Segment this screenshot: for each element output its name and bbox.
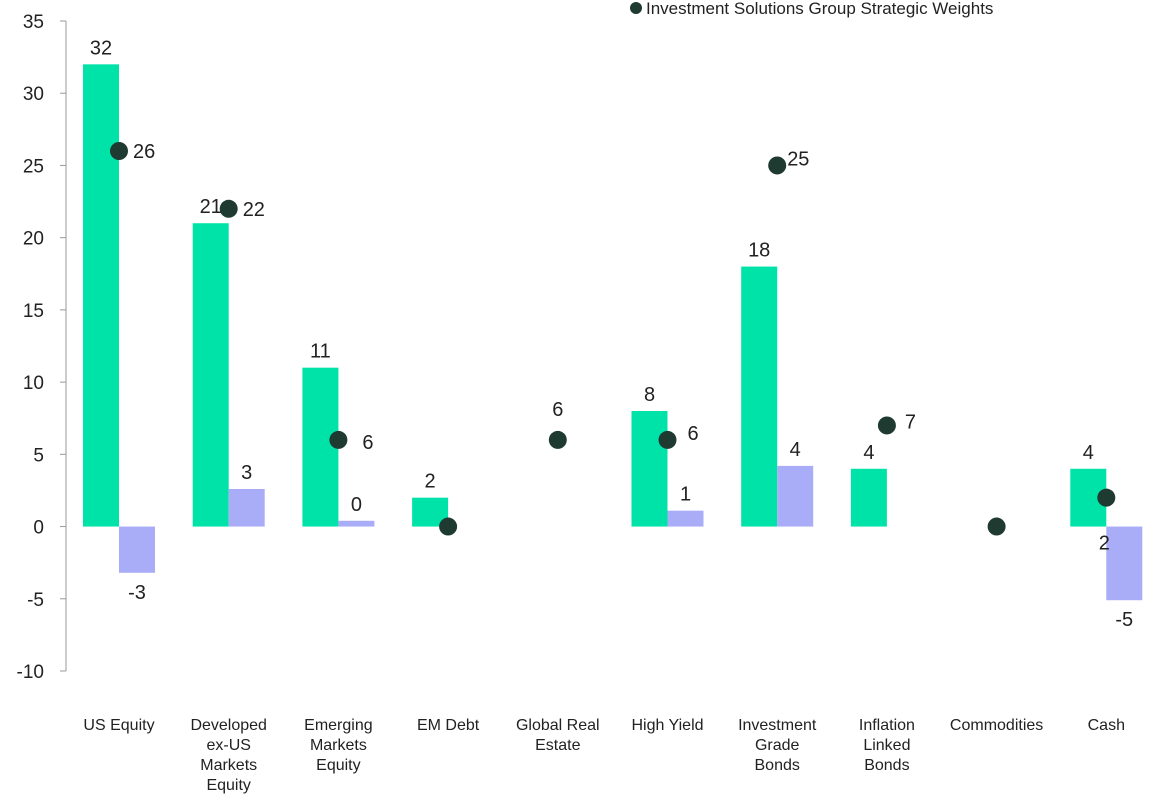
bar-a: [83, 64, 119, 527]
category-label: US Equity: [83, 717, 154, 734]
bar-b: [228, 489, 265, 527]
weight-dot: [1097, 488, 1116, 507]
bar-b: [119, 526, 155, 573]
bar-a-label: 18: [748, 240, 770, 262]
category-label: Commodities: [950, 717, 1043, 734]
legend-label: Investment Solutions Group Strategic Wei…: [646, 0, 993, 18]
weight-dot-label: 6: [688, 423, 699, 445]
bar-b-label: 0: [351, 494, 362, 516]
weight-dot-label: 6: [552, 399, 563, 421]
y-tick-label: -10: [17, 662, 44, 683]
bar-a-label: 11: [310, 341, 331, 363]
bar-a: [192, 223, 229, 527]
bar-a-label: 2: [425, 471, 436, 493]
bar-b-label: -5: [1115, 609, 1133, 631]
bar-a: [631, 411, 668, 527]
bar-a-label: 4: [863, 442, 874, 464]
y-tick-label: 20: [23, 229, 44, 250]
weight-dot: [219, 199, 238, 218]
bar-b: [1106, 526, 1143, 601]
category-labels: US Equity Developed ex-US Markets Equity Emer…: [83, 717, 1125, 794]
category-label: EM Debt: [417, 717, 480, 734]
bar-b: [777, 465, 814, 527]
y-tick-label: 35: [23, 12, 44, 33]
dot-series: [110, 142, 1116, 536]
y-tick-label: 30: [23, 84, 44, 105]
bar-a: [850, 468, 887, 527]
weight-dot-label: 22: [243, 199, 265, 221]
bar-a: [741, 266, 778, 527]
bar-b: [338, 520, 375, 527]
bar-a: [302, 367, 339, 527]
category-label: Cash: [1088, 717, 1125, 734]
weight-dot-label: 26: [133, 141, 155, 163]
weight-dot: [768, 156, 787, 175]
y-tick-label: 15: [23, 301, 44, 322]
category-label: Global Real Estate: [516, 717, 600, 754]
weight-dot: [110, 142, 128, 160]
legend-marker: [630, 2, 642, 14]
bar-b-label: 4: [790, 439, 801, 461]
legend: Investment Solutions Group Strategic Wei…: [630, 0, 993, 18]
weight-dot: [987, 517, 1006, 536]
bar-a-label: 32: [90, 37, 112, 59]
bar-a-label: 4: [1083, 442, 1094, 464]
category-label: Inflation Linked Bonds: [859, 717, 915, 774]
y-tick-label: 10: [23, 373, 44, 394]
weight-dot: [658, 430, 677, 449]
y-tick-label: 0: [33, 518, 44, 539]
weight-dot: [877, 416, 896, 435]
bar-b: [667, 510, 704, 527]
weight-dot: [548, 430, 567, 449]
bar-b-label: 3: [241, 462, 252, 484]
weight-dot: [329, 430, 348, 449]
weight-dot-label: 6: [362, 432, 373, 454]
bar-series: [83, 64, 1143, 601]
y-tick-label: 5: [33, 445, 44, 466]
category-label: Developed ex-US Markets Equity: [190, 717, 267, 794]
weight-dot: [439, 517, 458, 536]
category-label: High Yield: [631, 717, 703, 734]
weight-dot-label: 25: [787, 148, 809, 170]
weight-dot-label: 2: [1099, 533, 1110, 555]
bar-b-label: 1: [680, 484, 691, 506]
weight-dot-label: 7: [905, 411, 916, 433]
y-tick-label: -5: [27, 590, 44, 611]
bar-a-label: 21: [200, 196, 222, 218]
bar-a-label: 8: [644, 384, 655, 406]
category-label: Emerging Markets Equity: [304, 717, 372, 774]
category-label: Investment Grade Bonds: [738, 717, 817, 774]
y-tick-label: 25: [23, 156, 44, 177]
bar-b-label: -3: [128, 582, 146, 604]
y-axis: 35 30 25 20 15 10 5 0 -5 -10: [17, 12, 67, 683]
